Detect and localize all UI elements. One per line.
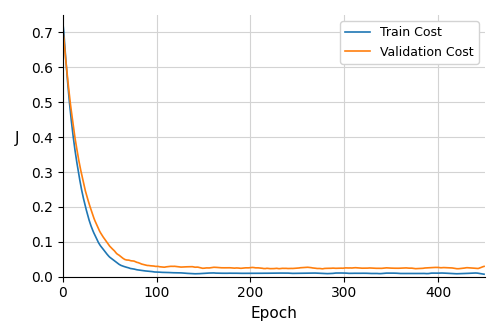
Train Cost <box>60 21 66 25</box>
Validation Cost <box>320 267 326 271</box>
Train Cost <box>364 271 370 276</box>
Validation Cost <box>297 266 303 270</box>
Validation Cost <box>481 264 487 268</box>
Validation Cost <box>107 244 113 248</box>
Validation Cost <box>60 29 66 33</box>
Train Cost <box>474 271 480 275</box>
Train Cost <box>297 271 303 275</box>
Validation Cost <box>464 266 470 270</box>
Train Cost <box>107 255 113 259</box>
Validation Cost <box>476 266 482 270</box>
Y-axis label: J: J <box>15 131 20 146</box>
Line: Validation Cost: Validation Cost <box>63 31 484 269</box>
Validation Cost <box>366 266 372 270</box>
Line: Train Cost: Train Cost <box>63 23 484 274</box>
Train Cost <box>481 272 487 276</box>
Train Cost <box>130 267 136 271</box>
Legend: Train Cost, Validation Cost: Train Cost, Validation Cost <box>340 21 479 64</box>
Train Cost <box>463 271 469 276</box>
Validation Cost <box>130 259 136 263</box>
X-axis label: Epoch: Epoch <box>250 306 298 321</box>
